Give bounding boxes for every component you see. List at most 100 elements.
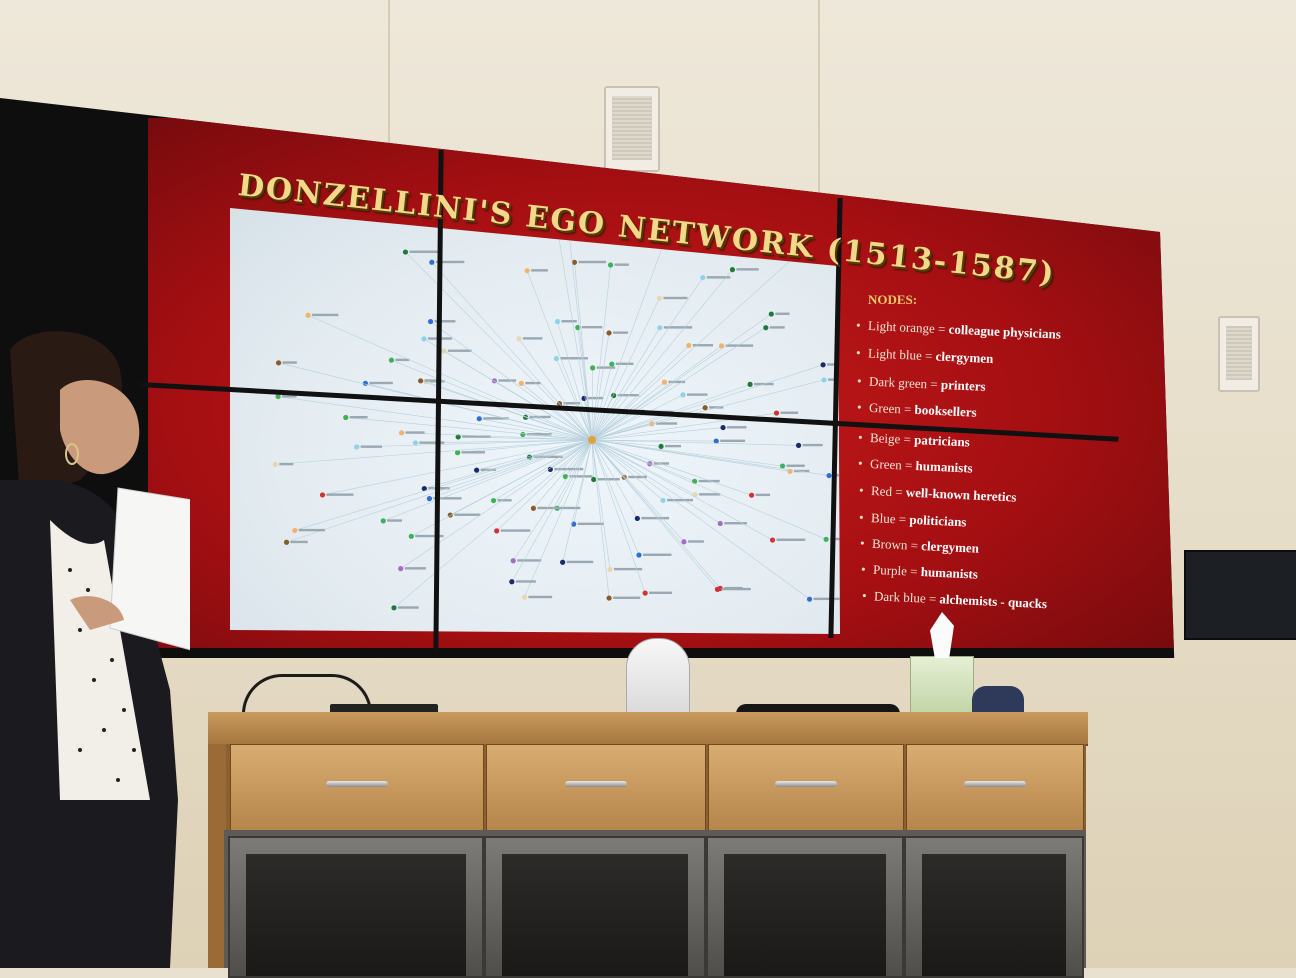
- network-edge: [565, 439, 593, 477]
- drawer: [906, 744, 1084, 832]
- node-label-mark: [454, 513, 481, 516]
- drawer-handle: [964, 781, 1026, 787]
- drawer-handle: [775, 781, 837, 787]
- node-label-mark: [578, 260, 607, 264]
- node-label-mark: [560, 357, 588, 360]
- network-node: [581, 395, 587, 401]
- bullet-icon: •: [858, 482, 865, 498]
- network-edge: [424, 439, 593, 489]
- legend-separator: =: [901, 457, 916, 474]
- node-label-mark: [433, 497, 462, 500]
- node-label-mark: [628, 475, 647, 479]
- cabinet-door: [904, 836, 1084, 978]
- network-node: [418, 378, 424, 384]
- network-svg: [272, 216, 840, 611]
- bullet-icon: •: [855, 344, 861, 361]
- network-node: [510, 558, 516, 564]
- node-label-mark: [736, 268, 759, 271]
- drawer: [708, 744, 904, 832]
- network-node: [609, 361, 615, 367]
- network-edge: [591, 345, 722, 441]
- node-label-mark: [776, 538, 806, 541]
- network-edge: [533, 439, 593, 509]
- side-monitor: [1184, 550, 1296, 640]
- network-edge: [591, 439, 638, 519]
- network-node: [700, 275, 706, 281]
- network-node: [747, 381, 753, 387]
- bullet-icon: •: [857, 429, 863, 445]
- network-edge: [493, 439, 593, 501]
- network-node: [591, 476, 597, 483]
- bullet-icon: •: [855, 317, 862, 333]
- network-edge: [591, 439, 646, 594]
- node-label-mark: [614, 567, 643, 571]
- network-node: [553, 355, 559, 362]
- network-node: [408, 533, 414, 539]
- network-edge: [479, 418, 593, 441]
- network-edge: [275, 439, 593, 465]
- wall-speaker: [1218, 316, 1260, 392]
- node-label-mark: [522, 337, 543, 340]
- network-node: [571, 521, 577, 527]
- network-edge: [400, 439, 593, 569]
- legend-separator: =: [900, 401, 915, 417]
- legend-category: humanists: [920, 564, 979, 582]
- network-edge: [526, 270, 593, 441]
- network-node: [530, 505, 537, 511]
- legend-separator: =: [934, 320, 950, 337]
- network-node: [560, 559, 566, 565]
- cabinet-door: [228, 836, 484, 978]
- node-label-mark: [279, 462, 294, 466]
- node-label-mark: [663, 326, 693, 329]
- legend-color-name: Blue: [870, 510, 896, 527]
- network-node: [516, 336, 522, 342]
- network-node: [806, 596, 813, 602]
- legend-color-name: Green: [868, 399, 902, 417]
- network-node: [272, 461, 278, 467]
- credenza-side: [208, 744, 226, 968]
- network-node: [554, 318, 561, 325]
- wall-speaker: [604, 86, 660, 172]
- network-edge: [476, 439, 593, 471]
- network-node: [686, 342, 692, 349]
- legend-separator: =: [925, 590, 940, 607]
- node-label-mark: [349, 416, 368, 419]
- network-node: [388, 357, 395, 363]
- network-node: [820, 362, 826, 368]
- network-edge: [591, 439, 718, 590]
- node-label-mark: [563, 402, 580, 405]
- network-edge: [345, 417, 593, 441]
- bullet-icon: •: [861, 587, 868, 604]
- legend-color-name: Brown: [871, 535, 908, 553]
- network-node: [795, 442, 802, 448]
- bullet-icon: •: [859, 535, 865, 551]
- network-edge: [420, 380, 593, 441]
- network-node: [713, 438, 719, 444]
- network-node: [455, 434, 461, 440]
- node-label-mark: [596, 366, 616, 369]
- network-edge: [457, 439, 593, 453]
- node-label-mark: [424, 379, 443, 382]
- node-label-mark: [312, 313, 339, 317]
- network-node: [717, 520, 723, 527]
- network-node: [681, 539, 687, 545]
- network-edge: [591, 439, 799, 446]
- network-node: [720, 424, 726, 431]
- node-label-mark: [706, 276, 731, 279]
- network-edge: [574, 262, 593, 441]
- node-label-mark: [724, 522, 747, 525]
- network-edge: [591, 439, 595, 480]
- cabinet-door: [484, 836, 706, 978]
- network-edge: [512, 439, 593, 561]
- network-edge: [356, 439, 593, 448]
- node-label-mark: [500, 529, 531, 532]
- node-label-mark: [528, 595, 553, 599]
- network-edge: [591, 367, 593, 441]
- network-edge: [591, 379, 825, 441]
- node-label-mark: [498, 379, 517, 382]
- node-label-mark: [526, 433, 552, 436]
- network-edge: [591, 394, 684, 441]
- network-node: [823, 536, 829, 542]
- network-node: [702, 405, 708, 411]
